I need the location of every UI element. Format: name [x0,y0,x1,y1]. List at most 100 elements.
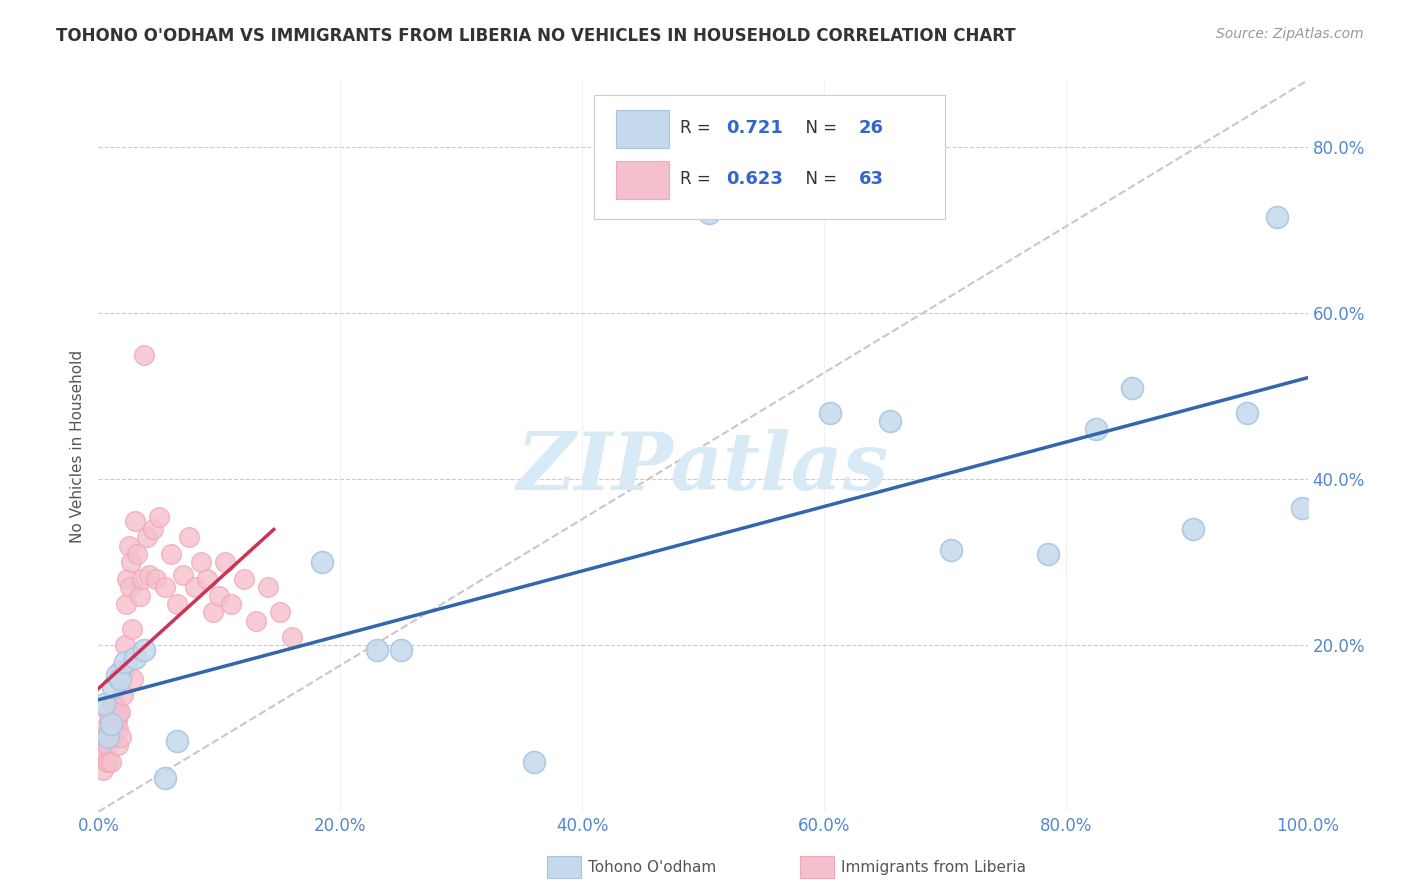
Point [879,414,901,428]
Point [124,514,146,528]
Point [101,680,124,694]
Point [1267,211,1289,225]
Text: Tohono O'odham: Tohono O'odham [588,860,716,874]
Point [135,530,157,544]
Point [100,717,122,731]
Point [105,714,128,728]
Point [166,597,188,611]
Point [115,597,138,611]
Point [1036,547,1059,561]
Point [114,639,136,653]
Text: Source: ZipAtlas.com: Source: ZipAtlas.com [1216,27,1364,41]
Point [127,547,149,561]
Point [122,672,145,686]
Point [160,547,183,561]
Point [104,697,127,711]
Point [108,672,131,686]
Text: ZIPatlas: ZIPatlas [517,429,889,507]
Point [195,572,218,586]
Point [221,597,243,611]
Point [121,622,143,636]
Point [93,722,115,736]
Point [103,725,125,739]
Point [97,755,120,769]
Point [97,705,120,719]
Text: Immigrants from Liberia: Immigrants from Liberia [841,860,1026,874]
Point [1236,406,1258,420]
Point [389,642,412,657]
Point [172,567,194,582]
Point [232,572,254,586]
Point [208,589,231,603]
Text: 0.623: 0.623 [725,170,783,188]
Text: R =: R = [681,170,716,188]
Point [110,730,132,744]
Point [96,755,118,769]
Point [93,697,115,711]
Point [153,772,176,786]
Point [100,697,122,711]
Point [134,347,156,362]
FancyBboxPatch shape [616,110,669,147]
Text: R =: R = [681,119,716,136]
Point [281,630,304,644]
Point [1291,501,1313,516]
Point [148,509,170,524]
Point [131,572,153,586]
Point [94,730,117,744]
Point [1121,381,1143,395]
Point [939,542,962,557]
Point [1181,522,1204,536]
Point [366,642,388,657]
Point [111,689,134,703]
Point [118,580,141,594]
Point [117,572,139,586]
Text: 63: 63 [859,170,884,188]
Point [105,705,128,719]
Point [101,697,124,711]
FancyBboxPatch shape [595,95,945,219]
Y-axis label: No Vehicles in Household: No Vehicles in Household [69,350,84,542]
Point [245,614,267,628]
Point [107,722,129,736]
Point [100,755,122,769]
Point [190,555,212,569]
Point [256,580,278,594]
Point [124,651,146,665]
Point [120,555,142,569]
Point [93,747,115,761]
Point [269,605,291,619]
Text: 0.721: 0.721 [725,119,783,136]
FancyBboxPatch shape [616,161,669,199]
Point [145,572,167,586]
Point [107,738,129,752]
Point [153,580,176,594]
Point [108,705,131,719]
Point [184,580,207,594]
Point [214,555,236,569]
Point [90,730,112,744]
Point [142,522,165,536]
Point [91,738,114,752]
Point [105,667,128,681]
Point [108,664,131,678]
Point [101,722,124,736]
Text: 26: 26 [859,119,884,136]
Point [98,714,121,728]
Point [523,755,546,769]
Text: TOHONO O'ODHAM VS IMMIGRANTS FROM LIBERIA NO VEHICLES IN HOUSEHOLD CORRELATION C: TOHONO O'ODHAM VS IMMIGRANTS FROM LIBERI… [56,27,1017,45]
Point [138,567,160,582]
Point [128,589,150,603]
Point [202,605,225,619]
Point [114,655,136,669]
Point [1085,422,1108,436]
Point [818,406,841,420]
Point [96,738,118,752]
Point [112,664,135,678]
Point [108,705,131,719]
Point [311,555,333,569]
Point [134,642,156,657]
Text: N =: N = [794,170,842,188]
Point [100,730,122,744]
Point [118,539,141,553]
